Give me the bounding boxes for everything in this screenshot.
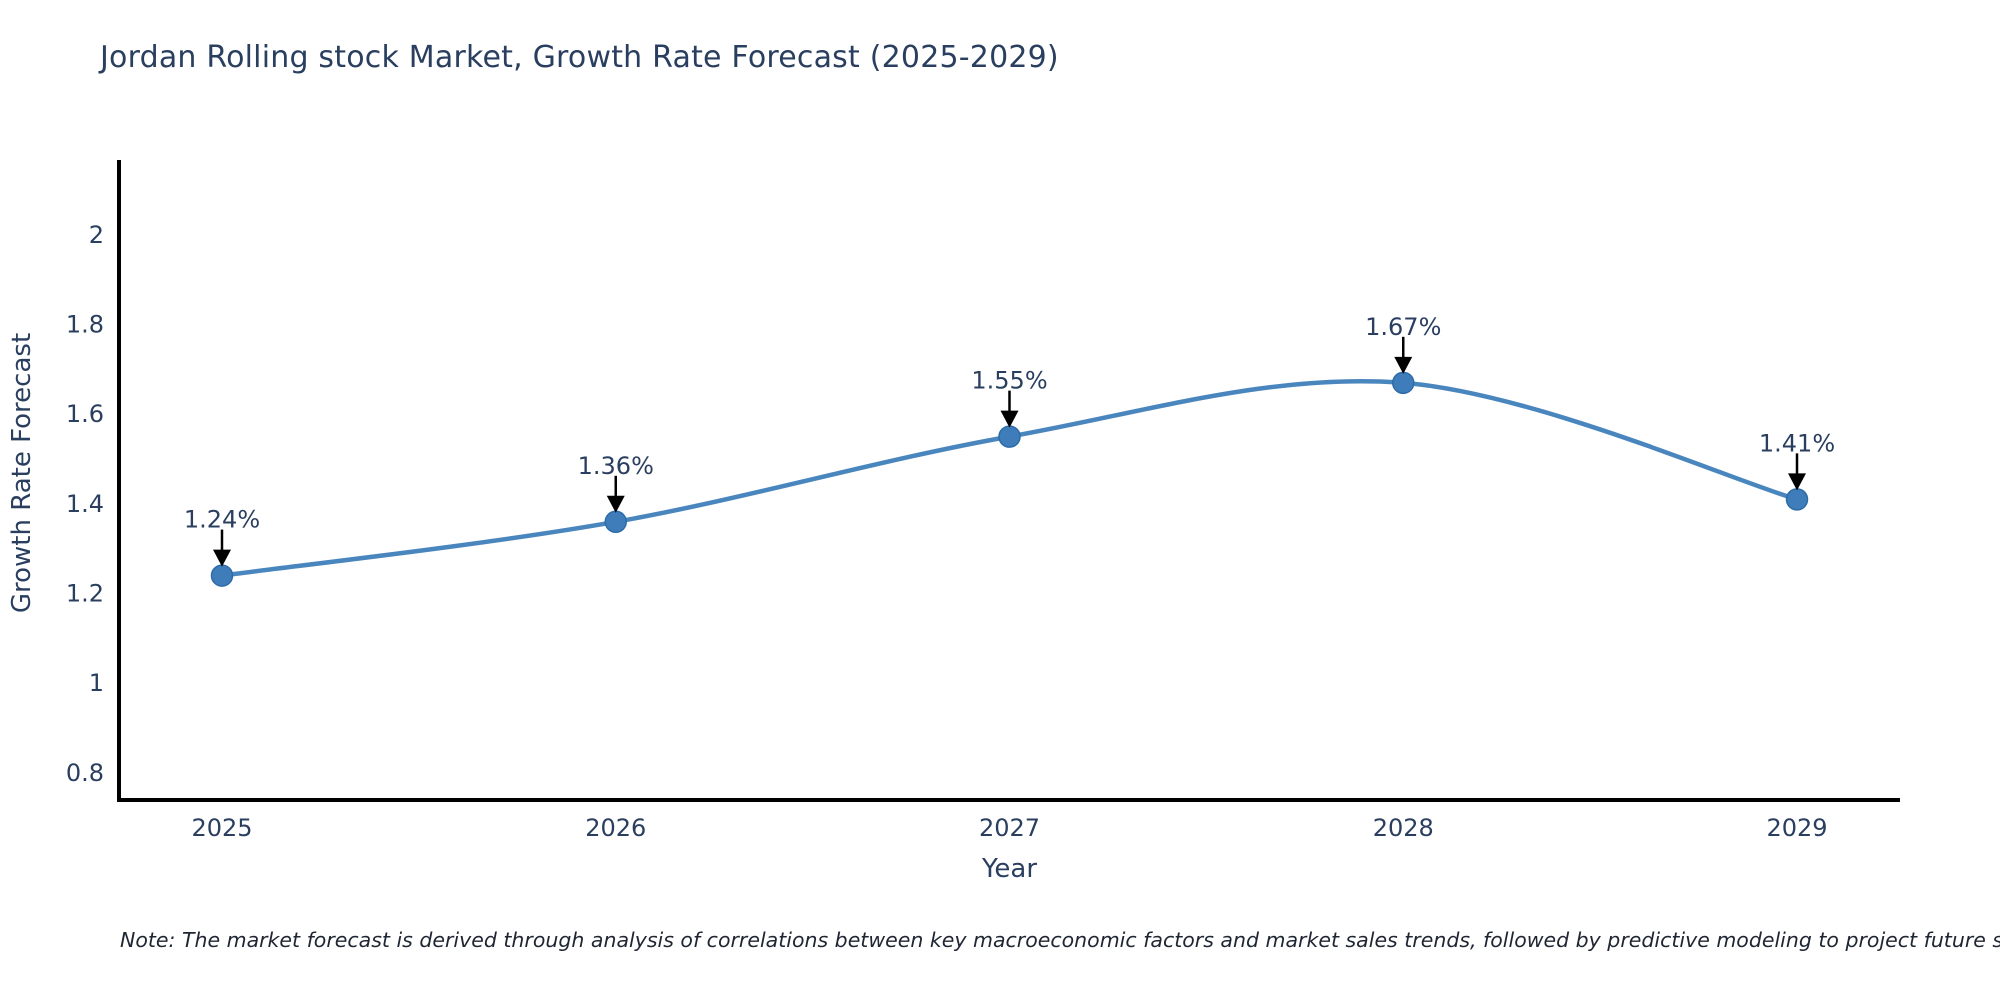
data-point-label: 1.67% bbox=[1365, 313, 1441, 341]
annotation-arrowhead-icon bbox=[606, 495, 625, 513]
y-tick-label: 1 bbox=[89, 669, 104, 697]
y-axis-title: Growth Rate Forecast bbox=[7, 333, 37, 613]
chart-title: Jordan Rolling stock Market, Growth Rate… bbox=[100, 40, 1059, 75]
x-tick-label: 2029 bbox=[1766, 814, 1827, 842]
y-tick-label: 1.6 bbox=[66, 400, 104, 428]
data-point-marker bbox=[210, 564, 234, 587]
data-point-marker bbox=[998, 425, 1021, 448]
y-tick-label: 1.4 bbox=[66, 490, 104, 518]
data-point-marker bbox=[604, 510, 627, 534]
footnote: Note: The market forecast is derived thr… bbox=[120, 928, 2000, 952]
annotation-arrowhead-icon bbox=[1000, 410, 1019, 428]
data-point-marker bbox=[1785, 488, 1809, 511]
annotation-arrowhead-icon bbox=[1394, 356, 1413, 374]
y-tick-label: 0.8 bbox=[66, 759, 104, 787]
y-tick-label: 1.8 bbox=[66, 311, 104, 339]
annotation-arrowhead-icon bbox=[213, 549, 231, 567]
data-point-label: 1.55% bbox=[971, 367, 1047, 395]
data-point-label: 1.24% bbox=[184, 506, 260, 534]
y-tick-label: 2 bbox=[89, 221, 104, 249]
data-point-label: 1.36% bbox=[578, 452, 654, 480]
x-tick-label: 2025 bbox=[191, 814, 252, 842]
annotation-arrowhead-icon bbox=[1788, 473, 1806, 491]
x-tick-label: 2028 bbox=[1373, 814, 1434, 842]
data-point-label: 1.41% bbox=[1759, 429, 1835, 457]
data-point-marker bbox=[1392, 371, 1415, 395]
x-tick-label: 2027 bbox=[979, 814, 1040, 842]
x-axis-title: Year bbox=[981, 854, 1037, 884]
x-tick-label: 2026 bbox=[585, 814, 646, 842]
y-tick-label: 1.2 bbox=[66, 580, 104, 608]
